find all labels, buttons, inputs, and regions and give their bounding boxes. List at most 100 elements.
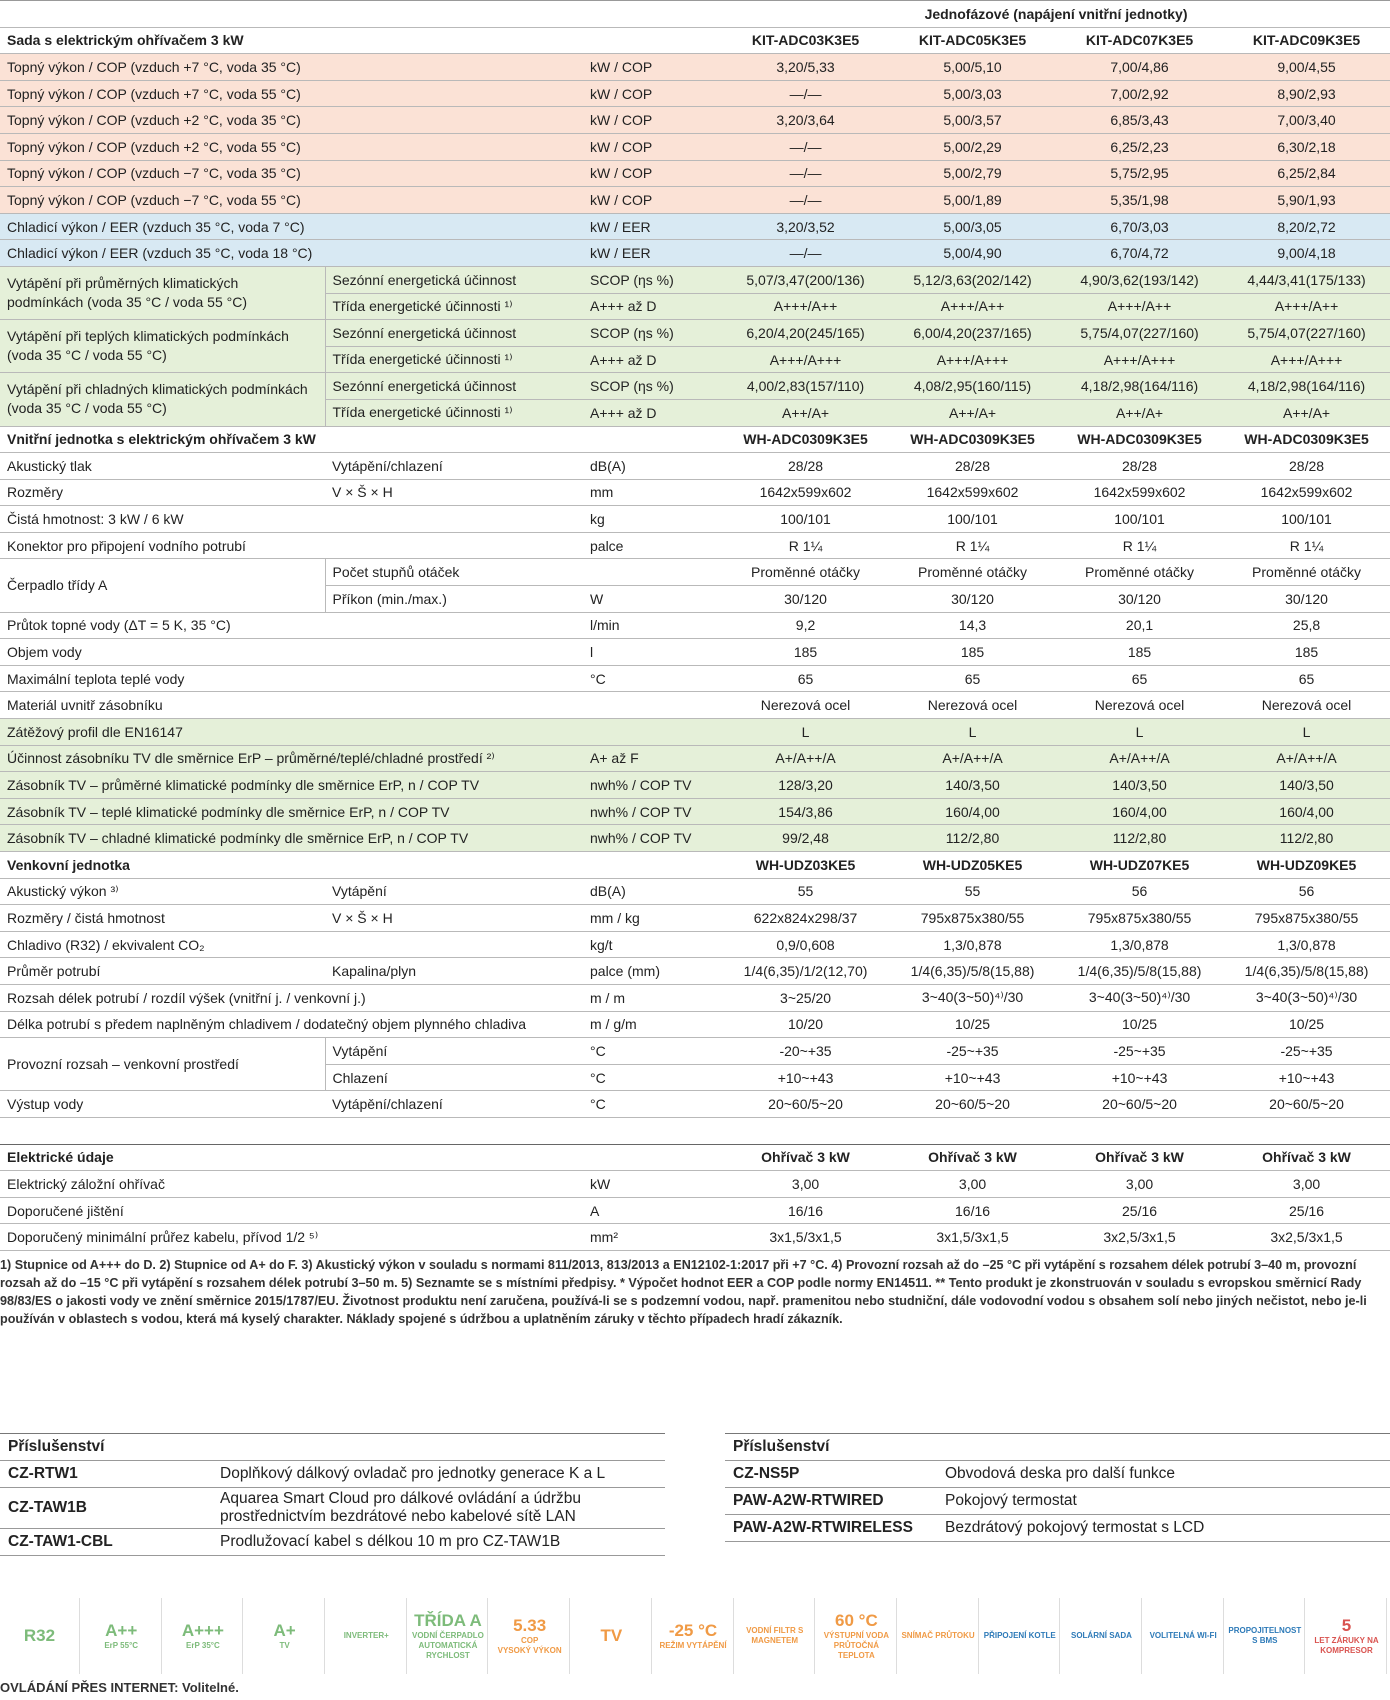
acc-desc: Pokojový termostat xyxy=(937,1487,1390,1515)
column-header: Ohřívač 3 kW xyxy=(722,1143,890,1172)
row: Čistá hmotnost: 3 kW / 6 kW kg 100/101 100/… xyxy=(0,505,1390,533)
icon-label: PROPOJITELNOST S BMS xyxy=(1228,1626,1302,1645)
column-header: KIT-ADC03K3E5 xyxy=(722,26,890,55)
icon-title: A++ xyxy=(105,1621,138,1640)
row-label: Topný výkon / COP (vzduch +2 °C, voda 55… xyxy=(0,133,583,161)
value: 5,90/1,93 xyxy=(1223,186,1390,214)
value: 10/25 xyxy=(889,1011,1057,1039)
value: 7,00/2,92 xyxy=(1056,80,1224,108)
value: 8,90/2,93 xyxy=(1223,80,1390,108)
value: Nerezová ocel xyxy=(1056,691,1224,720)
cell xyxy=(583,718,723,746)
row: Výstup vody Vytápění/chlazení °C 20~60/5~20… xyxy=(0,1090,1390,1118)
icon-label: VODNÍ ČERPADLO xyxy=(412,1631,484,1640)
icon-label: SNÍMAČ PRŮTOKU xyxy=(901,1631,975,1640)
column-header: KIT-ADC09K3E5 xyxy=(1223,26,1390,55)
value: 154/3,86 xyxy=(722,798,890,826)
value: 622x824x298/37 xyxy=(722,904,890,932)
acc-title-row: Příslušenství xyxy=(0,1433,665,1461)
value: 1/4(6,35)/5/8(15,88) xyxy=(1223,957,1390,985)
row-sublabel: Chlazení xyxy=(324,1064,583,1092)
value: +10~+43 xyxy=(722,1064,890,1092)
value: 16/16 xyxy=(722,1197,890,1225)
section-header: Vnitřní jednotka s elektrickým ohřívačem… xyxy=(0,425,1390,454)
value: 5,75/4,07(227/160) xyxy=(1056,319,1224,347)
row-label: Chladicí výkon / EER (vzduch 35 °C, voda… xyxy=(0,213,583,241)
row-sublabel: Sezónní energetická účinnost xyxy=(324,266,583,294)
icon-label: VYSOKÝ VÝKON xyxy=(497,1646,562,1655)
row-label: Konektor pro připojení vodního potrubí xyxy=(0,532,583,560)
value: 3~40(3~50)⁴⁾/30 xyxy=(1223,984,1390,1012)
unit: mm xyxy=(583,479,723,507)
row-label: Doporučené jištění xyxy=(0,1197,583,1225)
row: Zátěžový profil dle EN16147 L L L L xyxy=(0,718,1390,746)
acc-row: CZ-TAW1-CBL Prodlužovací kabel s délkou 1… xyxy=(0,1528,665,1556)
value: 1/4(6,35)/1/2(12,70) xyxy=(722,957,890,985)
value: Proměnné otáčky xyxy=(1223,558,1390,587)
value: 55 xyxy=(722,878,890,906)
acc-desc: Bezdrátový pokojový termostat s LCD xyxy=(937,1514,1390,1542)
icon-title: R32 xyxy=(23,1626,56,1645)
row-sublabel: Vytápění xyxy=(325,878,583,906)
value: -25~+35 xyxy=(1056,1037,1224,1065)
value: 3,00 xyxy=(889,1170,1057,1198)
row-label: Vytápění při chladných klimatických podm… xyxy=(0,372,325,427)
value: Proměnné otáčky xyxy=(889,558,1057,587)
value: 4,18/2,98(164/116) xyxy=(1056,372,1224,400)
row-sublabel: Třída energetické účinnosti ¹⁾ xyxy=(324,293,583,321)
section-header: Venkovní jednotka WH-UDZ03KE5 WH-UDZ05KE5 W… xyxy=(0,851,1390,879)
value: 55 xyxy=(889,878,1057,906)
row: Průměr potrubí Kapalina/plyn palce (mm) 1/4… xyxy=(0,957,1390,985)
acc-title: Příslušenství xyxy=(0,1433,665,1461)
value: 100/101 xyxy=(889,505,1057,533)
row: Vytápění při teplých klimatických podmín… xyxy=(0,319,1390,374)
value: 5,00/2,29 xyxy=(889,133,1057,161)
row-label: Akustický tlak xyxy=(0,452,325,480)
accessories: Příslušenství CZ-RTW1 Doplňkový dálkový ov… xyxy=(0,1433,665,1556)
value: 5,75/2,95 xyxy=(1056,160,1224,188)
value: 795x875x380/55 xyxy=(889,904,1057,932)
column-header: KIT-ADC07K3E5 xyxy=(1056,26,1224,55)
row-label: Rozměry / čistá hmotnost xyxy=(0,904,325,932)
value: 1,3/0,878 xyxy=(1223,931,1390,959)
value: 4,44/3,41(175/133) xyxy=(1223,266,1390,294)
value: 30/120 xyxy=(1056,585,1224,613)
unit: mm² xyxy=(583,1223,723,1251)
value: 0,9/0,608 xyxy=(722,931,890,959)
feature-icons: R32 A++ ErP 55°C A+++ ErP 35°C A+ TV INVERTER+ T… xyxy=(0,1598,1390,1674)
icon-title: TŘÍDA A xyxy=(414,1611,482,1630)
value: A+++/A+++ xyxy=(1223,346,1390,374)
section-header: Elektrické údaje Ohřívač 3 kW Ohřívač 3 kW… xyxy=(0,1143,1390,1172)
value: 65 xyxy=(1223,665,1390,693)
row-label: Zásobník TV – chladné klimatické podmínk… xyxy=(0,824,583,852)
unit: kW / COP xyxy=(583,53,723,81)
row-sublabel: Kapalina/plyn xyxy=(325,957,583,985)
icon-label: PŘIPOJENÍ KOTLE xyxy=(983,1631,1056,1640)
value: —/— xyxy=(722,80,890,108)
row-label: Maximální teplota teplé vody xyxy=(0,665,583,693)
column-header: KIT-ADC05K3E5 xyxy=(889,26,1057,55)
value: 8,20/2,72 xyxy=(1223,213,1390,241)
value: 1,3/0,878 xyxy=(889,931,1057,959)
icon-label: PRŮTOČNÁ TEPLOTA xyxy=(833,1641,879,1660)
row-sublabel: Sezónní energetická účinnost xyxy=(324,372,583,400)
row-label: Rozsah délek potrubí / rozdíl výšek (vni… xyxy=(0,984,583,1012)
value: 5,35/1,98 xyxy=(1056,186,1224,214)
value: 5,00/1,89 xyxy=(889,186,1057,214)
value: 3x1,5/3x1,5 xyxy=(722,1223,890,1251)
row-label: Zásobník TV – průměrné klimatické podmín… xyxy=(0,771,583,799)
value: 25/16 xyxy=(1223,1197,1390,1225)
icon-title: 5 xyxy=(1341,1616,1352,1635)
value: 9,00/4,18 xyxy=(1223,239,1390,267)
row-label: Topný výkon / COP (vzduch +7 °C, voda 55… xyxy=(0,80,583,108)
value: 7,00/4,86 xyxy=(1056,53,1224,81)
acc-row: CZ-RTW1 Doplňkový dálkový ovladač pro jed… xyxy=(0,1460,665,1488)
bottom-note: OVLÁDÁNÍ PŘES INTERNET: Volitelné. xyxy=(0,1680,239,1695)
value: 1/4(6,35)/5/8(15,88) xyxy=(889,957,1057,985)
acc-desc: Obvodová deska pro další funkce xyxy=(937,1460,1390,1488)
acc-code: CZ-TAW1-CBL xyxy=(0,1528,212,1556)
value: A++/A+ xyxy=(889,399,1057,427)
value: 185 xyxy=(889,638,1057,666)
row: Doporučený minimální průřez kabelu, přív… xyxy=(0,1223,1390,1251)
